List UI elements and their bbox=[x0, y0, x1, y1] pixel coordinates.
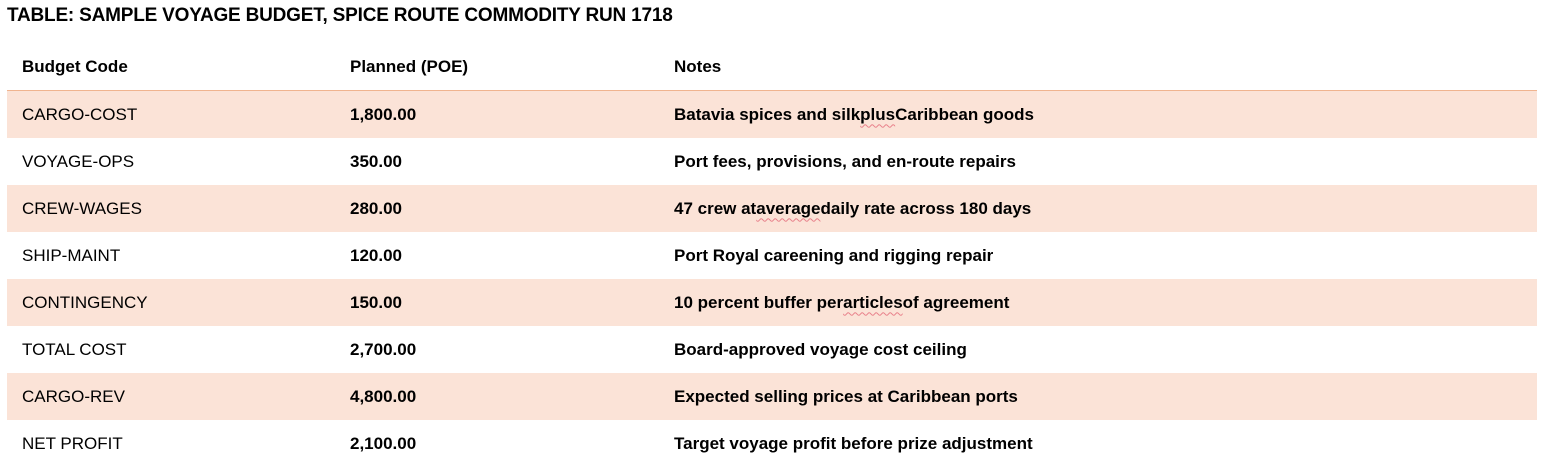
notes-cell: 47 crew at average daily rate across 180… bbox=[674, 198, 1032, 218]
table-header-row: Budget Code Planned (POE) Notes bbox=[7, 44, 1537, 91]
budget-code-cell: CREW-WAGES bbox=[22, 198, 142, 218]
planned-cell: 4,800.00 bbox=[350, 386, 417, 406]
planned-cell: 350.00 bbox=[350, 151, 402, 171]
notes-cell: Expected selling prices at Caribbean por… bbox=[674, 386, 1018, 406]
voyage-budget-table: Budget Code Planned (POE) Notes CARGO-CO… bbox=[7, 44, 1537, 467]
budget-code-cell: CONTINGENCY bbox=[22, 292, 148, 312]
planned-cell: 280.00 bbox=[350, 198, 402, 218]
table-row: CONTINGENCY 150.00 10 percent buffer per… bbox=[7, 279, 1537, 326]
table-row: SHIP-MAINT 120.00 Port Royal careening a… bbox=[7, 232, 1537, 279]
column-header-budget-code: Budget Code bbox=[22, 57, 128, 76]
column-header-notes: Notes bbox=[674, 57, 722, 76]
notes-cell: 10 percent buffer per articles of agreem… bbox=[674, 292, 1010, 312]
budget-code-cell: VOYAGE-OPS bbox=[22, 151, 135, 171]
table-title: TABLE: SAMPLE VOYAGE BUDGET, SPICE ROUTE… bbox=[7, 5, 673, 26]
planned-cell: 150.00 bbox=[350, 292, 402, 312]
table-row: CREW-WAGES 280.00 47 crew at average dai… bbox=[7, 185, 1537, 232]
notes-cell: Batavia spices and silk plus Caribbean g… bbox=[674, 104, 1034, 124]
table-row: VOYAGE-OPS 350.00 Port fees, provisions,… bbox=[7, 138, 1537, 185]
notes-cell: Port fees, provisions, and en-route repa… bbox=[674, 151, 1016, 171]
notes-cell: Port Royal careening and rigging repair bbox=[674, 245, 994, 265]
planned-cell: 2,700.00 bbox=[350, 339, 417, 359]
notes-cell: Board-approved voyage cost ceiling bbox=[674, 339, 967, 359]
table-row: NET PROFIT 2,100.00 Target voyage profit… bbox=[7, 420, 1537, 467]
column-header-planned: Planned (POE) bbox=[350, 57, 469, 76]
table-row: CARGO-REV 4,800.00 Expected selling pric… bbox=[7, 373, 1537, 420]
budget-code-cell: CARGO-COST bbox=[22, 104, 138, 124]
budget-code-cell: TOTAL COST bbox=[22, 339, 127, 359]
planned-cell: 1,800.00 bbox=[350, 104, 417, 124]
notes-cell: Target voyage profit before prize adjust… bbox=[674, 433, 1033, 453]
planned-cell: 120.00 bbox=[350, 245, 402, 265]
table-row: CARGO-COST 1,800.00 Batavia spices and s… bbox=[7, 91, 1537, 138]
budget-code-cell: CARGO-REV bbox=[22, 386, 125, 406]
budget-code-cell: NET PROFIT bbox=[22, 433, 123, 453]
table-row: TOTAL COST 2,700.00 Board-approved voyag… bbox=[7, 326, 1537, 373]
planned-cell: 2,100.00 bbox=[350, 433, 417, 453]
budget-code-cell: SHIP-MAINT bbox=[22, 245, 121, 265]
